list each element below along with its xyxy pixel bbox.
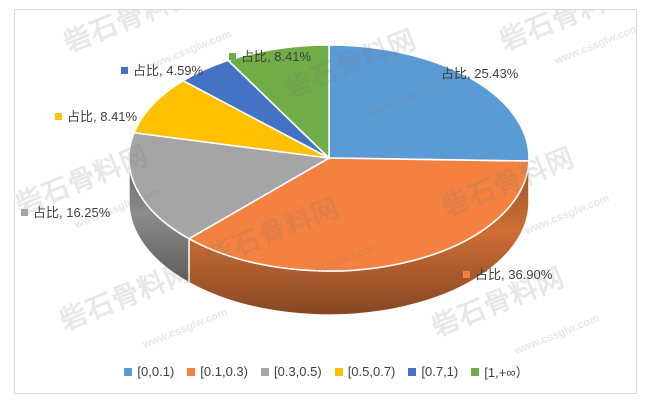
data-label-2: 占比, 16.25% [21,206,110,219]
chart-legend: [0,0.1) [0.1,0.3) [0.3,0.5) [0.5,0.7) [0.7,1… [15,362,636,381]
data-label-5: 占比, 8.41% [229,50,311,63]
data-label-3: 占比, 8.41% [55,110,137,123]
data-label-1: 占比, 36.90% [463,268,552,281]
data-label-bullet-icon [55,113,62,120]
legend-item-label: [0.1,0.3) [200,364,248,379]
legend-swatch-icon [260,367,269,376]
legend-item-label: [1,+∞） [484,365,529,380]
legend-item-label: [0.7,1) [421,364,459,379]
data-label-0: 占比, 25.43% [429,67,518,80]
chart-plot-area: 砦石骨料网 www.cssglw.com 砦石骨料网 www.cssglw.co… [14,9,637,394]
legend-swatch-icon [334,367,343,376]
data-label-4: 占比, 4.59% [121,64,203,77]
legend-swatch-icon [471,367,480,376]
legend-swatch-icon [124,367,133,376]
legend-item-3[interactable]: [0.5,0.7) [334,364,396,379]
legend-item-label: [0.3,0.5) [273,364,322,379]
legend-item-5[interactable]: [1,+∞） [471,362,529,381]
pie-svg [128,44,530,316]
legend-item-2[interactable]: [0.3,0.5) [260,364,322,379]
data-label-bullet-icon [463,271,470,278]
legend-swatch-icon [187,367,196,376]
pie-slice-1[interactable] [187,157,530,272]
legend-item-0[interactable]: [0,0.1) [124,364,174,379]
data-label-bullet-icon [429,70,436,77]
data-label-bullet-icon [229,53,236,60]
data-label-bullet-icon [21,209,28,216]
legend-item-1[interactable]: [0.1,0.3) [187,364,248,379]
legend-item-label: [0,0.1) [137,364,175,379]
legend-item-4[interactable]: [0.7,1) [408,364,458,379]
pie-slice-0[interactable] [328,44,530,162]
pie-slice-3[interactable] [132,79,330,159]
pie-chart-3d [15,10,636,393]
data-label-bullet-icon [121,67,128,74]
legend-item-label: [0.5,0.7) [347,364,396,379]
legend-swatch-icon [408,367,417,376]
pie-slice-2[interactable] [128,131,332,240]
